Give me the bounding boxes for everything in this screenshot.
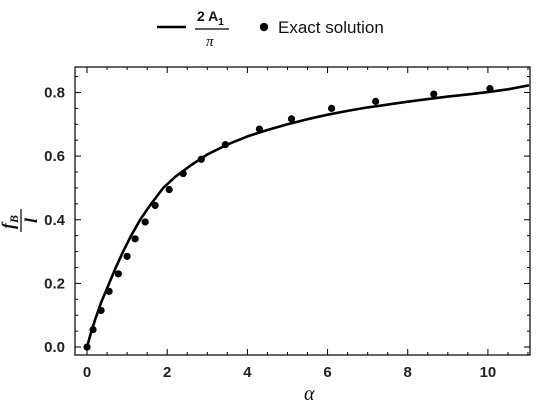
y-axis-label-denominator: l [21,218,41,223]
exact-solution-point [327,104,336,112]
exact-solution-point [114,270,122,278]
x-tick-label: 10 [480,364,497,381]
x-tick-label: 8 [404,364,412,381]
y-axis-label: fB l [0,209,41,232]
legend-label-exact: Exact solution [278,18,384,37]
y-tick-labels: 0.0 0.2 0.4 0.6 0.8 [44,84,66,356]
exact-solution-point [89,325,97,334]
exact-solution-point [486,85,494,93]
exact-solution-point [255,125,264,133]
y-tick-label: 0.2 [44,275,65,292]
exact-solution-point [105,287,113,295]
exact-solution-point [197,155,205,163]
y-tick-label: 0.0 [44,339,65,356]
y-axis-label-numerator: fB [0,215,21,229]
x-tick-label: 4 [243,364,252,381]
exact-solution-point [221,141,229,149]
x-tick-labels: 0 2 4 6 8 10 [83,364,496,381]
plot-frame [74,66,531,356]
series-exact-solution-points [83,85,494,351]
x-tick-label: 0 [83,364,91,381]
x-tick-label: 6 [323,364,331,381]
exact-solution-point [131,235,139,243]
y-tick-label: 0.8 [44,84,65,101]
exact-solution-point [151,201,159,210]
exact-solution-point [287,115,296,123]
exact-solution-point [97,306,105,315]
legend: 2 A1 π Exact solution [157,8,384,50]
y-tick-label: 0.6 [44,148,65,165]
legend-dot-swatch [259,22,269,32]
x-tick-label: 2 [163,364,171,381]
exact-solution-point [123,252,131,260]
x-axis-label: α [304,383,315,405]
legend-fraction-numerator: 2 A1 [197,8,224,28]
legend-fraction-denominator: π [206,34,214,50]
exact-solution-point [165,185,173,194]
exact-solution-point [141,218,149,226]
exact-solution-point [83,343,91,351]
series-line-2A1-over-pi [85,84,530,349]
axis-ticks [75,67,530,355]
y-tick-label: 0.4 [44,212,66,229]
exact-solution-point [179,170,187,178]
exact-solution-point [372,97,380,105]
exact-solution-point [430,90,438,98]
